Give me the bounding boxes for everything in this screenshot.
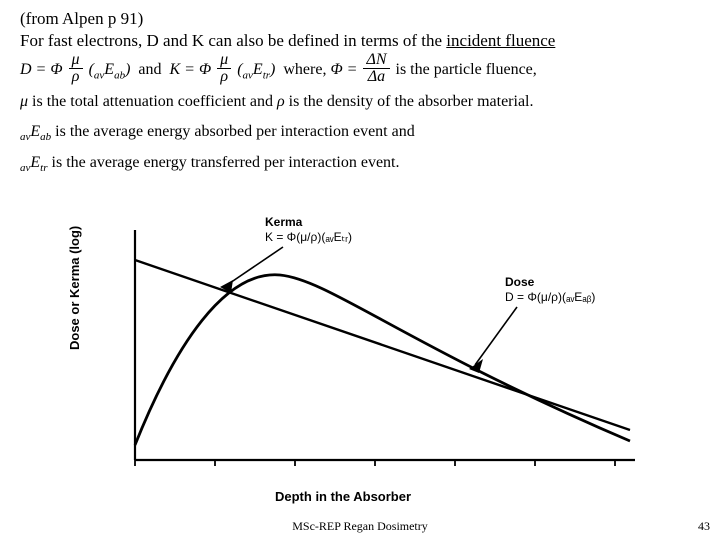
dose-arrow-line bbox=[475, 307, 517, 365]
dose-title: Dose bbox=[505, 275, 595, 290]
formula-line-2: μ is the total attenuation coefficient a… bbox=[20, 87, 537, 117]
dose-annotation: Dose D = Φ(μ/ρ)(ₐᵥEₐᵦ) bbox=[505, 275, 595, 305]
citation-line: (from Alpen p 91) bbox=[20, 8, 555, 30]
kerma-title: Kerma bbox=[265, 215, 352, 230]
graph-svg bbox=[85, 225, 645, 480]
formula-block: D = Φ μρ (avEab) and K = Φ μρ (avEtr) wh… bbox=[20, 54, 537, 180]
formula-line-1: D = Φ μρ (avEab) and K = Φ μρ (avEtr) wh… bbox=[20, 54, 537, 87]
intro-underlined: incident fluence bbox=[446, 31, 555, 50]
graph-area: Dose or Kerma (log) Depth in the Absorbe… bbox=[85, 225, 645, 480]
dose-formula: D = Φ(μ/ρ)(ₐᵥEₐᵦ) bbox=[505, 290, 595, 305]
kerma-formula: K = Φ(μ/ρ)(ₐᵥEₜᵣ) bbox=[265, 230, 352, 245]
intro-text: For fast electrons, D and K can also be … bbox=[20, 31, 446, 50]
page-number: 43 bbox=[698, 519, 710, 534]
footer-text: MSc-REP Regan Dosimetry bbox=[0, 519, 720, 534]
x-axis-label: Depth in the Absorber bbox=[275, 489, 411, 504]
header-block: (from Alpen p 91) For fast electrons, D … bbox=[20, 8, 555, 52]
formula-line-3: avEab is the average energy absorbed per… bbox=[20, 117, 537, 148]
intro-line: For fast electrons, D and K can also be … bbox=[20, 30, 555, 52]
y-axis-label: Dose or Kerma (log) bbox=[67, 226, 82, 350]
kerma-annotation: Kerma K = Φ(μ/ρ)(ₐᵥEₜᵣ) bbox=[265, 215, 352, 245]
formula-line-4: avEtr is the average energy transferred … bbox=[20, 148, 537, 179]
